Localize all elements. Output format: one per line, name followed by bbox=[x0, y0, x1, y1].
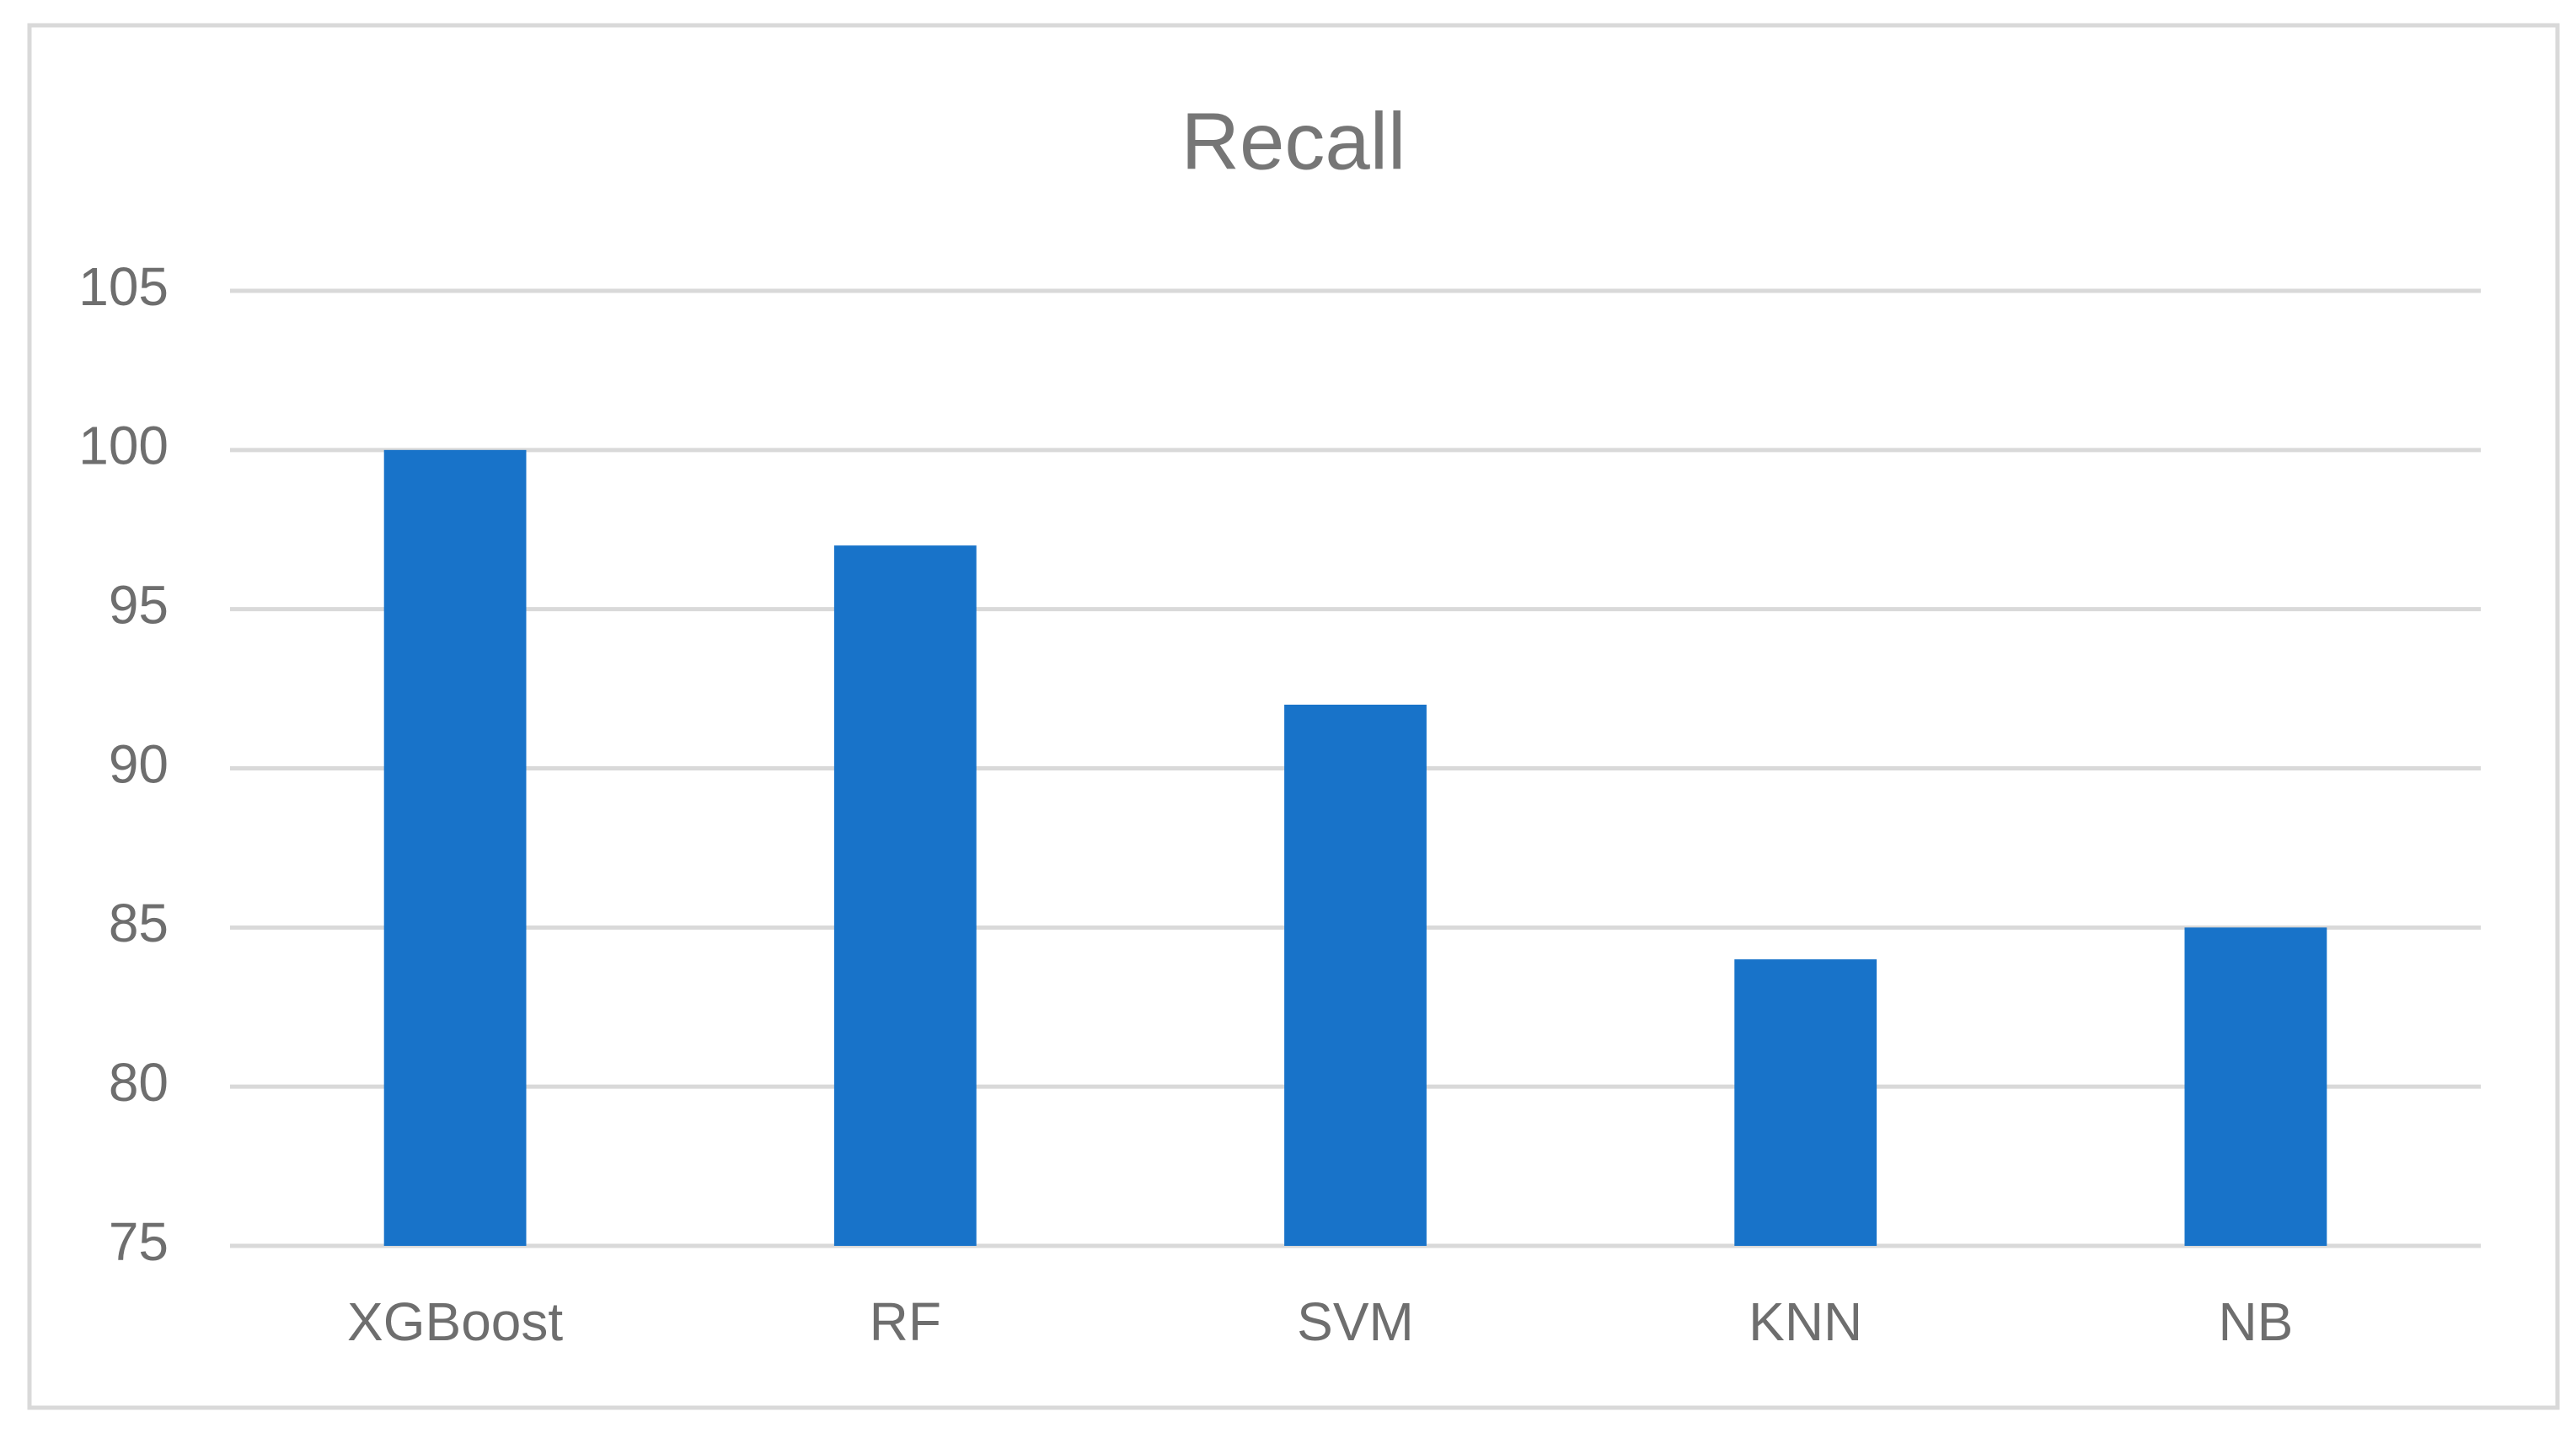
y-tick-label: 100 bbox=[78, 416, 169, 476]
x-tick-label: SVM bbox=[1297, 1291, 1414, 1352]
bar bbox=[383, 449, 527, 1246]
bar bbox=[1734, 959, 1877, 1246]
x-tick-label: NB bbox=[2218, 1291, 2293, 1352]
chart-title: Recall bbox=[1181, 96, 1406, 186]
x-tick-label: XGBoost bbox=[347, 1291, 563, 1352]
bar bbox=[1284, 704, 1427, 1246]
bar bbox=[2184, 927, 2327, 1246]
x-tick-label: KNN bbox=[1749, 1291, 1862, 1352]
y-tick-label: 95 bbox=[109, 575, 169, 636]
y-tick-label: 90 bbox=[109, 733, 169, 794]
y-tick-label: 80 bbox=[109, 1052, 169, 1113]
y-tick-label: 105 bbox=[78, 256, 169, 317]
y-tick-label: 85 bbox=[109, 893, 169, 953]
x-tick-label: RF bbox=[870, 1291, 941, 1352]
bar bbox=[833, 545, 977, 1246]
y-tick-label: 75 bbox=[109, 1211, 169, 1272]
